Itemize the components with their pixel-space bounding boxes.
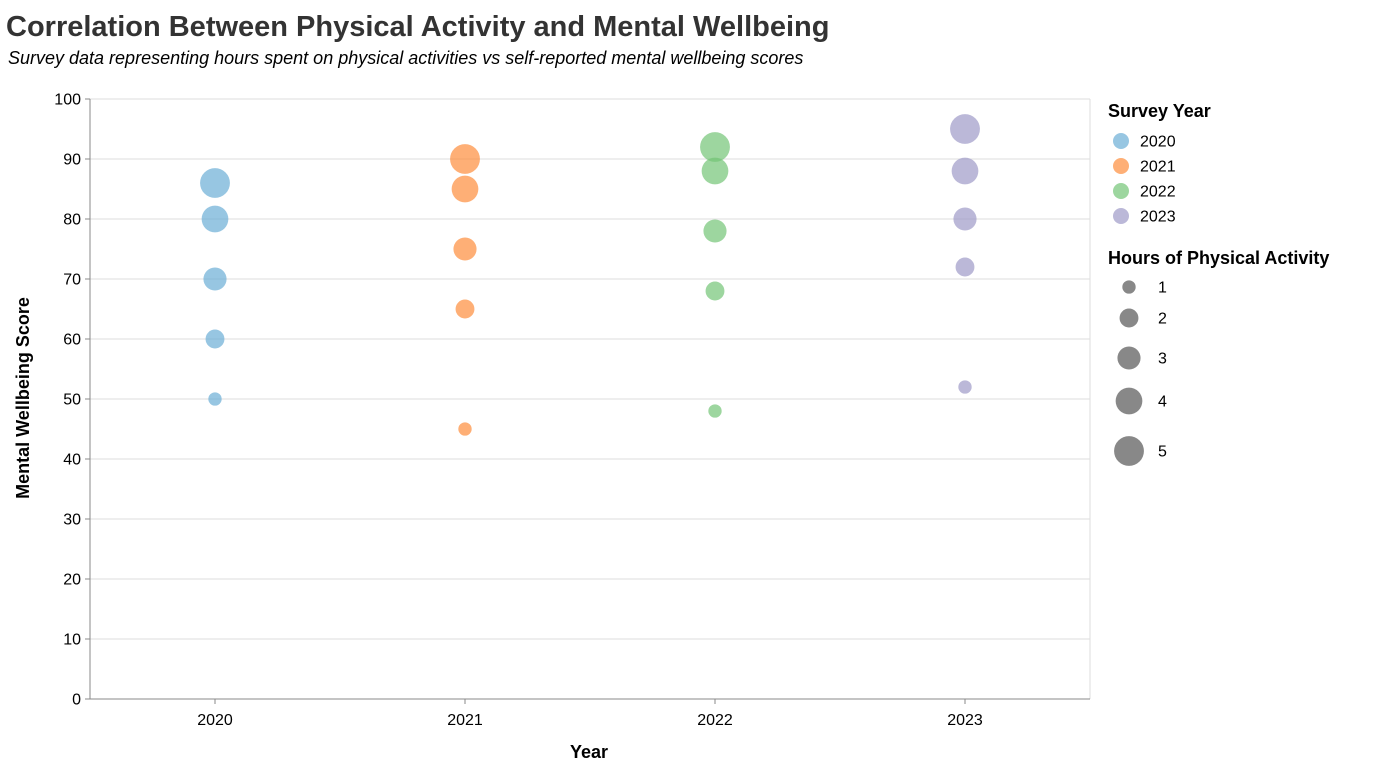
chart-title: Correlation Between Physical Activity an… xyxy=(6,11,829,43)
data-point-2023 xyxy=(953,207,977,231)
grid-layer xyxy=(90,98,1091,700)
color-legend-symbol xyxy=(1113,158,1129,174)
y-tick-label: 80 xyxy=(63,212,81,229)
data-point-2022 xyxy=(700,132,730,162)
color-legend-label: 2022 xyxy=(1140,184,1176,201)
data-point-2023 xyxy=(955,257,975,277)
data-point-2023 xyxy=(950,114,980,144)
y-tick-label: 0 xyxy=(72,692,81,709)
data-point-2021 xyxy=(450,144,480,174)
color-legend-label: 2023 xyxy=(1140,209,1176,226)
data-point-2021 xyxy=(451,175,479,203)
data-point-2023 xyxy=(951,157,979,185)
y-tick-label: 10 xyxy=(63,632,81,649)
data-point-2022 xyxy=(703,219,727,243)
data-point-2020 xyxy=(201,205,229,233)
size-legend-symbol xyxy=(1117,346,1141,370)
size-legend-symbol xyxy=(1119,308,1139,328)
data-point-2021 xyxy=(453,237,477,261)
data-point-2020 xyxy=(203,267,227,291)
size-legend-symbol xyxy=(1122,280,1136,294)
points-layer xyxy=(200,114,980,436)
x-axis-title: Year xyxy=(570,742,608,762)
size-legend-label: 4 xyxy=(1158,394,1167,411)
color-legend-label: 2020 xyxy=(1140,134,1176,151)
color-legend-symbol xyxy=(1113,208,1129,224)
legend: Survey Year Hours of Physical Activity 2… xyxy=(1108,101,1329,466)
y-tick-label: 40 xyxy=(63,452,81,469)
size-legend-symbol xyxy=(1115,387,1143,415)
axes-layer: 0 10 20 30 40 50 60 70 80 90 100 2020 2021 2022 2023 xyxy=(54,92,1090,729)
data-point-2020 xyxy=(200,168,230,198)
size-legend-label: 3 xyxy=(1158,351,1167,368)
color-legend-label: 2021 xyxy=(1140,159,1176,176)
data-point-2022 xyxy=(705,281,725,301)
data-point-2022 xyxy=(708,404,722,418)
y-tick-label: 100 xyxy=(54,92,81,109)
data-point-2022 xyxy=(701,157,729,185)
x-tick-label: 2022 xyxy=(697,712,733,729)
x-tick-label: 2020 xyxy=(197,712,233,729)
color-legend-title: Survey Year xyxy=(1108,101,1211,121)
data-point-2020 xyxy=(205,329,225,349)
size-legend-symbol xyxy=(1114,436,1144,466)
y-tick-label: 90 xyxy=(63,152,81,169)
y-tick-label: 60 xyxy=(63,332,81,349)
y-tick-label: 30 xyxy=(63,512,81,529)
x-tick-label: 2023 xyxy=(947,712,983,729)
y-tick-label: 20 xyxy=(63,572,81,589)
x-tick-label: 2021 xyxy=(447,712,483,729)
y-tick-label: 50 xyxy=(63,392,81,409)
chart-subtitle: Survey data representing hours spent on … xyxy=(8,48,803,68)
data-point-2021 xyxy=(455,299,475,319)
y-axis-title: Mental Wellbeing Score xyxy=(13,297,33,499)
data-point-2023 xyxy=(958,380,972,394)
size-legend-label: 2 xyxy=(1158,311,1167,328)
size-legend-title: Hours of Physical Activity xyxy=(1108,248,1329,268)
size-legend-label: 1 xyxy=(1158,280,1167,297)
color-legend-symbol xyxy=(1113,133,1129,149)
y-tick-label: 70 xyxy=(63,272,81,289)
size-legend-label: 5 xyxy=(1158,444,1167,461)
data-point-2020 xyxy=(208,392,222,406)
color-legend-symbol xyxy=(1113,183,1129,199)
data-point-2021 xyxy=(458,422,472,436)
